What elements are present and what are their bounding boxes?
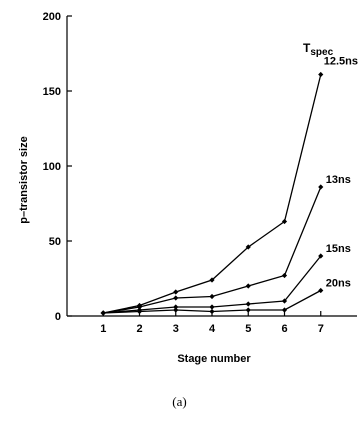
y-axis-title: p–transistor size [18,136,30,223]
y-tick-label: 100 [43,161,61,173]
x-ticks: 1 2 3 4 5 6 7 [100,311,324,335]
y-ticks: 0 50 100 150 200 [43,11,72,323]
data-point [245,283,251,289]
axes [66,16,357,317]
x-tick-label: 2 [136,323,142,335]
data-point [173,304,179,310]
data-point [281,272,288,279]
series-lines [103,74,322,314]
x-tick-label: 1 [100,323,106,335]
data-point [173,295,179,301]
x-tick-label: 4 [209,323,216,335]
y-tick-label: 200 [43,11,61,23]
x-tick-label: 3 [173,323,179,335]
data-point [281,298,288,304]
data-point [245,244,251,250]
y-tick-label: 0 [55,311,61,323]
y-tick-label: 50 [49,236,61,248]
figure-caption: (a) [172,394,187,409]
legend-title: Tspec [303,41,334,58]
series-label: 12.5ns [324,56,358,68]
y-tick-label: 150 [43,86,61,98]
data-point [281,307,288,313]
data-point [209,308,215,315]
x-tick-label: 5 [245,323,251,335]
data-point [173,289,179,295]
series-line [103,74,322,314]
series-label: 20ns [326,278,351,290]
data-point [100,310,106,316]
legend-title-main: T [303,41,311,55]
x-tick-label: 7 [318,323,324,335]
data-point [136,308,143,315]
legend-title-sub: spec [310,47,333,58]
data-point [318,253,324,259]
data-point [173,307,179,313]
series-label: 13ns [326,174,351,186]
data-point [209,277,215,283]
data-point [209,293,215,300]
x-tick-label: 6 [281,323,287,335]
series-label: 15ns [326,243,351,255]
data-point [318,287,324,294]
data-point [136,304,143,310]
data-point [245,301,251,307]
data-point [281,218,288,225]
series-labels: 12.5ns 13ns 15ns 20ns [324,56,358,290]
series-points [100,71,324,316]
data-point [209,304,215,310]
data-point [318,71,324,78]
x-axis-title: Stage number [177,353,251,365]
data-point [245,307,251,313]
data-point [318,184,324,190]
